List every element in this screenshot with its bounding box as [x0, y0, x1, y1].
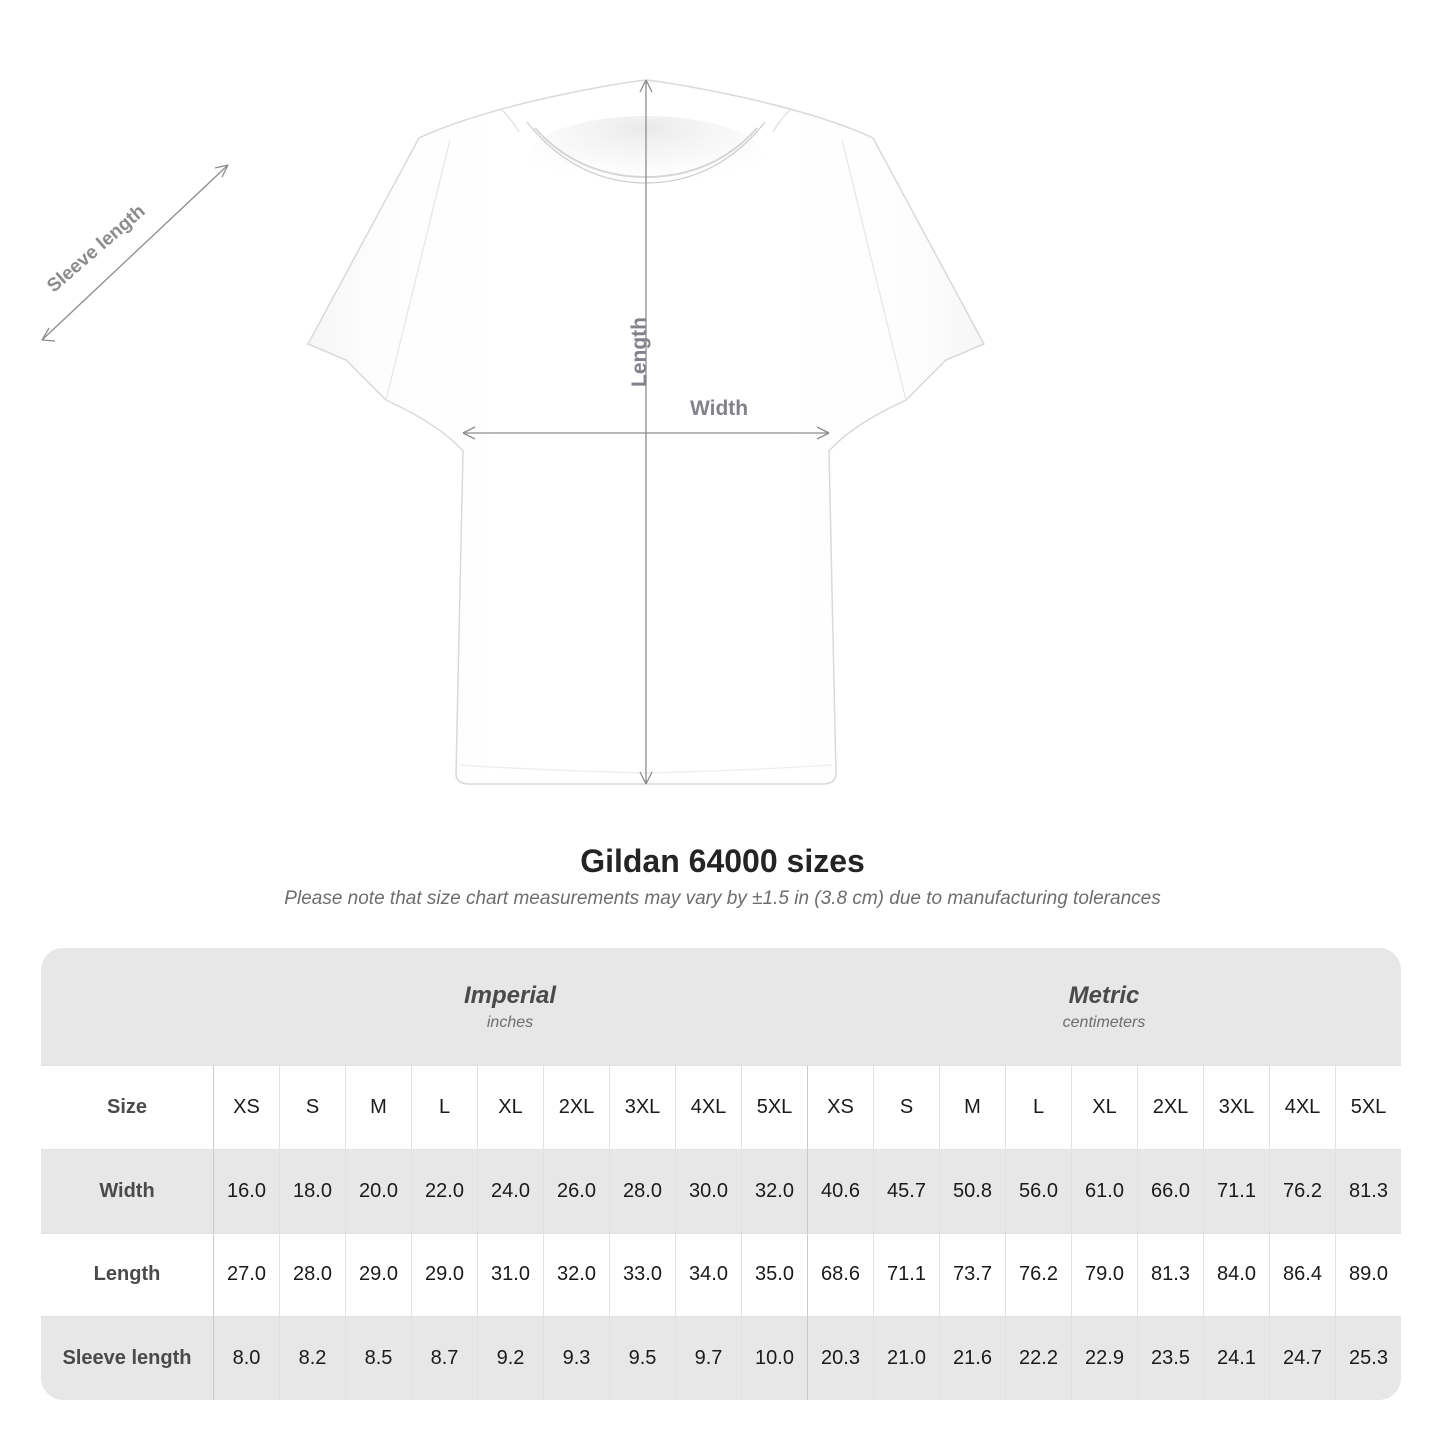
svg-text:Length: Length: [628, 317, 651, 387]
svg-text:Width: Width: [690, 397, 748, 420]
svg-text:Sleeve length: Sleeve length: [43, 201, 149, 297]
